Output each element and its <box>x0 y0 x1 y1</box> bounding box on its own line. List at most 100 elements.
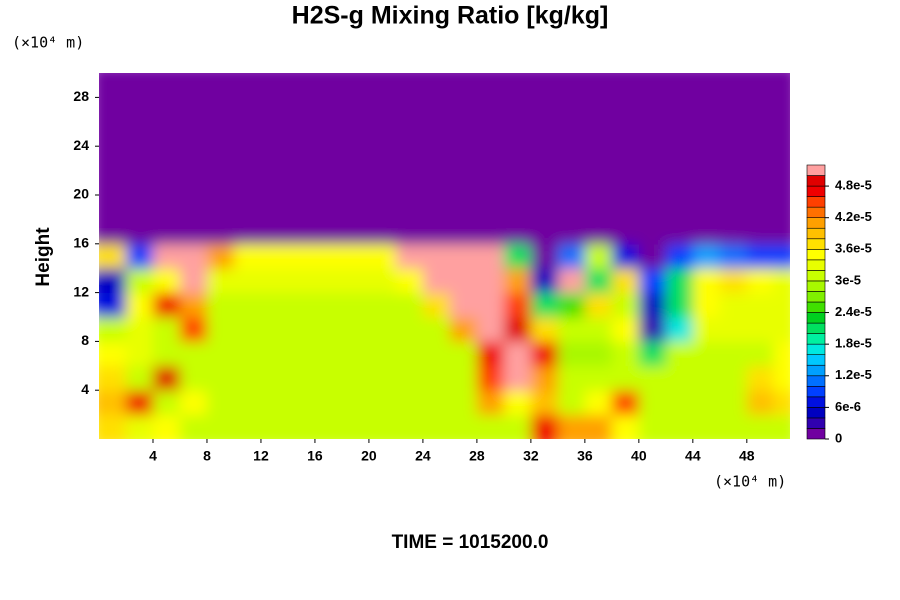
field-cell <box>99 243 127 269</box>
field-cell <box>368 121 397 147</box>
field-cell <box>152 365 181 391</box>
field-cell <box>125 73 154 98</box>
field-cell <box>260 414 289 439</box>
colorbar-band <box>806 301 826 313</box>
colorbar: 0 6e-6 1.2e-5 1.8e-5 2.4e-5 3e-5 3.6e-5 4.2e-5 4… <box>806 164 872 445</box>
field-cell <box>449 365 478 391</box>
field-cell <box>503 268 532 294</box>
field-cell <box>719 97 748 123</box>
field-cell <box>638 365 667 391</box>
field-cell <box>449 292 478 318</box>
chart-title: H2S-g Mixing Ratio [kg/kg] <box>292 2 609 30</box>
field-cell <box>395 243 424 269</box>
field-cell <box>179 97 208 123</box>
field-cell <box>341 146 370 172</box>
field-cell <box>368 414 397 439</box>
field-cell <box>260 121 289 147</box>
field-cell <box>341 121 370 147</box>
field-cell <box>449 97 478 123</box>
field-cell <box>260 219 289 245</box>
field-cell <box>314 292 343 318</box>
field-cell <box>773 195 790 220</box>
field-cell <box>368 73 397 98</box>
colorbar-tick-label: 1.2e-5 <box>835 367 872 382</box>
colorbar-band <box>806 270 826 282</box>
footer-time: TIME = 1015200.0 <box>392 532 549 553</box>
field-cell <box>665 146 694 172</box>
field-cell <box>449 268 478 294</box>
field-cell <box>449 195 478 220</box>
field-cell <box>611 146 640 172</box>
field-cell <box>665 195 694 220</box>
field-cell <box>746 219 775 245</box>
field-cell <box>557 121 586 147</box>
field-cell <box>179 390 208 416</box>
field-cell <box>341 195 370 220</box>
field-cell <box>719 292 748 318</box>
field-cell <box>665 243 694 269</box>
colorbar-tick-label: 1.8e-5 <box>835 336 872 351</box>
field-cell <box>233 414 262 439</box>
field-cell <box>557 219 586 245</box>
field-cell <box>206 292 235 318</box>
field-cell <box>314 268 343 294</box>
field-cell <box>638 341 667 367</box>
field-cell <box>125 365 154 391</box>
field-cell <box>233 97 262 123</box>
field-cell <box>287 268 316 294</box>
field-cell <box>125 195 154 220</box>
field-cell <box>557 292 586 318</box>
field-cell <box>530 414 559 439</box>
field-cell <box>152 97 181 123</box>
field-cell <box>638 121 667 147</box>
field-cell <box>557 414 586 439</box>
field-cell <box>719 195 748 220</box>
field-cell <box>557 97 586 123</box>
field-cell <box>611 390 640 416</box>
field-cell <box>233 195 262 220</box>
field-cell <box>584 414 613 439</box>
x-tick-label: 24 <box>415 448 431 464</box>
field-cell <box>341 268 370 294</box>
field-cell <box>125 268 154 294</box>
field-cell <box>692 243 721 269</box>
field-cell <box>530 97 559 123</box>
field-cell <box>611 195 640 220</box>
field-cell <box>287 341 316 367</box>
field-cell <box>638 73 667 98</box>
field-cell <box>206 268 235 294</box>
field-cell <box>368 195 397 220</box>
field-cell <box>773 97 790 123</box>
field-cell <box>746 341 775 367</box>
field-cell <box>152 146 181 172</box>
field-cell <box>260 73 289 98</box>
field-cell <box>233 121 262 147</box>
field-cell <box>530 317 559 342</box>
colorbar-band <box>806 259 826 271</box>
field-cell <box>638 146 667 172</box>
field-cell <box>260 390 289 416</box>
field-cell <box>557 146 586 172</box>
field-cell <box>719 341 748 367</box>
field-cell <box>422 219 451 245</box>
field-cell <box>206 73 235 98</box>
colorbar-band <box>806 291 826 303</box>
field-cell <box>341 97 370 123</box>
field-cell <box>503 317 532 342</box>
field-cell <box>557 195 586 220</box>
field-cell <box>692 97 721 123</box>
field-cell <box>395 341 424 367</box>
field-cell <box>287 121 316 147</box>
field-cell <box>260 317 289 342</box>
field-cell <box>719 73 748 98</box>
field-cell <box>422 146 451 172</box>
field-cell <box>719 317 748 342</box>
colorbar-band <box>806 185 826 197</box>
field-cell <box>341 170 370 196</box>
x-tick-label: 44 <box>685 448 701 464</box>
field-cell <box>314 414 343 439</box>
field-cell <box>206 170 235 196</box>
field-cell <box>287 195 316 220</box>
field-cell <box>152 121 181 147</box>
field-cell <box>395 219 424 245</box>
